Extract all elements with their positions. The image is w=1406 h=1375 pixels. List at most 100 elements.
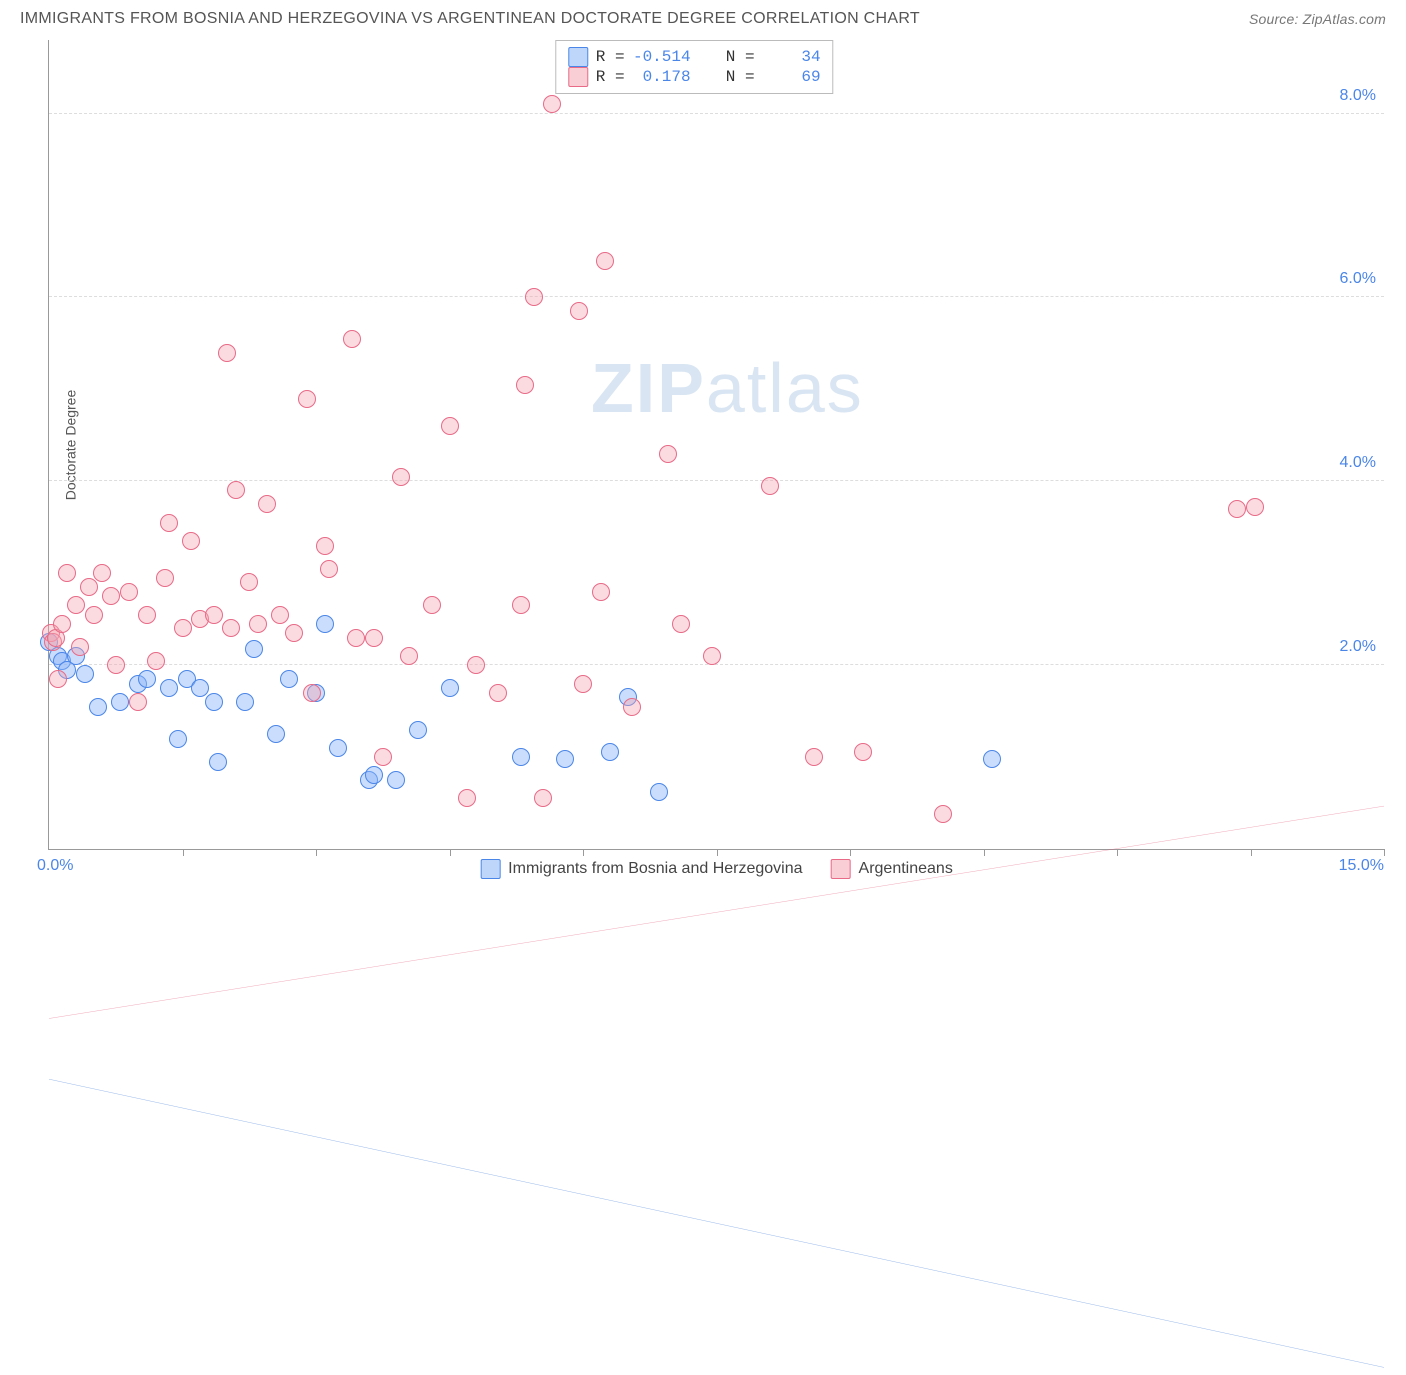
data-point [400, 647, 418, 665]
data-point [525, 288, 543, 306]
stats-legend-row-pink: R = 0.178 N = 69 [568, 67, 821, 87]
data-point [761, 477, 779, 495]
data-point [316, 537, 334, 555]
plot-region: ZIPatlas Doctorate Degree R = -0.514 N =… [48, 40, 1384, 850]
r-value-blue: -0.514 [633, 48, 691, 66]
data-point [1228, 500, 1246, 518]
data-point [129, 693, 147, 711]
stats-legend: R = -0.514 N = 34 R = 0.178 N = 69 [555, 40, 834, 94]
data-point [147, 652, 165, 670]
data-point [543, 95, 561, 113]
data-point [703, 647, 721, 665]
data-point [320, 560, 338, 578]
data-point [650, 783, 668, 801]
data-point [49, 670, 67, 688]
x-tick [183, 849, 184, 856]
data-point [659, 445, 677, 463]
data-point [512, 748, 530, 766]
data-point [205, 693, 223, 711]
data-point [245, 640, 263, 658]
y-axis-label: Doctorate Degree [62, 389, 78, 500]
series-name-pink: Argentineans [859, 860, 953, 878]
data-point [574, 675, 592, 693]
data-point [67, 596, 85, 614]
watermark: ZIPatlas [591, 348, 864, 428]
gridline [49, 296, 1384, 297]
data-point [236, 693, 254, 711]
data-point [102, 587, 120, 605]
data-point [138, 606, 156, 624]
data-point [107, 656, 125, 674]
data-point [467, 656, 485, 674]
data-point [76, 665, 94, 683]
data-point [365, 766, 383, 784]
n-prefix: N = [726, 48, 755, 66]
data-point [111, 693, 129, 711]
data-point [441, 679, 459, 697]
x-tick [1384, 849, 1385, 856]
data-point [160, 679, 178, 697]
data-point [854, 743, 872, 761]
trend-line [49, 806, 1384, 1018]
r-prefix: R = [596, 68, 625, 86]
y-tick-label: 4.0% [1340, 454, 1376, 472]
series-legend-item-blue: Immigrants from Bosnia and Herzegovina [480, 859, 802, 879]
source-prefix: Source: [1249, 11, 1303, 27]
x-tick [1117, 849, 1118, 856]
data-point [205, 606, 223, 624]
data-point [392, 468, 410, 486]
gridline [49, 480, 1384, 481]
source-credit: Source: ZipAtlas.com [1249, 11, 1386, 27]
series-name-blue: Immigrants from Bosnia and Herzegovina [508, 860, 802, 878]
n-value-blue: 34 [763, 48, 821, 66]
data-point [343, 330, 361, 348]
data-point [120, 583, 138, 601]
data-point [227, 481, 245, 499]
data-point [271, 606, 289, 624]
data-point [374, 748, 392, 766]
watermark-rest: atlas [706, 349, 864, 427]
data-point [71, 638, 89, 656]
data-point [218, 344, 236, 362]
data-point [623, 698, 641, 716]
data-point [58, 564, 76, 582]
data-point [169, 730, 187, 748]
x-tick [450, 849, 451, 856]
data-point [1246, 498, 1264, 516]
chart-area: ZIPatlas Doctorate Degree R = -0.514 N =… [48, 40, 1384, 850]
data-point [347, 629, 365, 647]
chart-title: IMMIGRANTS FROM BOSNIA AND HERZEGOVINA V… [20, 10, 920, 28]
data-point [174, 619, 192, 637]
data-point [240, 573, 258, 591]
data-point [672, 615, 690, 633]
data-point [534, 789, 552, 807]
data-point [512, 596, 530, 614]
y-tick-label: 6.0% [1340, 270, 1376, 288]
series-legend: Immigrants from Bosnia and Herzegovina A… [480, 859, 953, 879]
data-point [423, 596, 441, 614]
data-point [556, 750, 574, 768]
r-prefix: R = [596, 48, 625, 66]
data-point [983, 750, 1001, 768]
data-point [267, 725, 285, 743]
x-max-label: 15.0% [1339, 857, 1384, 875]
data-point [441, 417, 459, 435]
data-point [570, 302, 588, 320]
data-point [249, 615, 267, 633]
x-tick [583, 849, 584, 856]
data-point [298, 390, 316, 408]
data-point [489, 684, 507, 702]
data-point [258, 495, 276, 513]
data-point [387, 771, 405, 789]
x-tick [984, 849, 985, 856]
data-point [222, 619, 240, 637]
trend-line [49, 1079, 1384, 1367]
data-point [280, 670, 298, 688]
chart-header: IMMIGRANTS FROM BOSNIA AND HERZEGOVINA V… [0, 0, 1406, 34]
gridline [49, 113, 1384, 114]
data-point [596, 252, 614, 270]
data-point [516, 376, 534, 394]
data-point [592, 583, 610, 601]
data-point [365, 629, 383, 647]
data-point [85, 606, 103, 624]
